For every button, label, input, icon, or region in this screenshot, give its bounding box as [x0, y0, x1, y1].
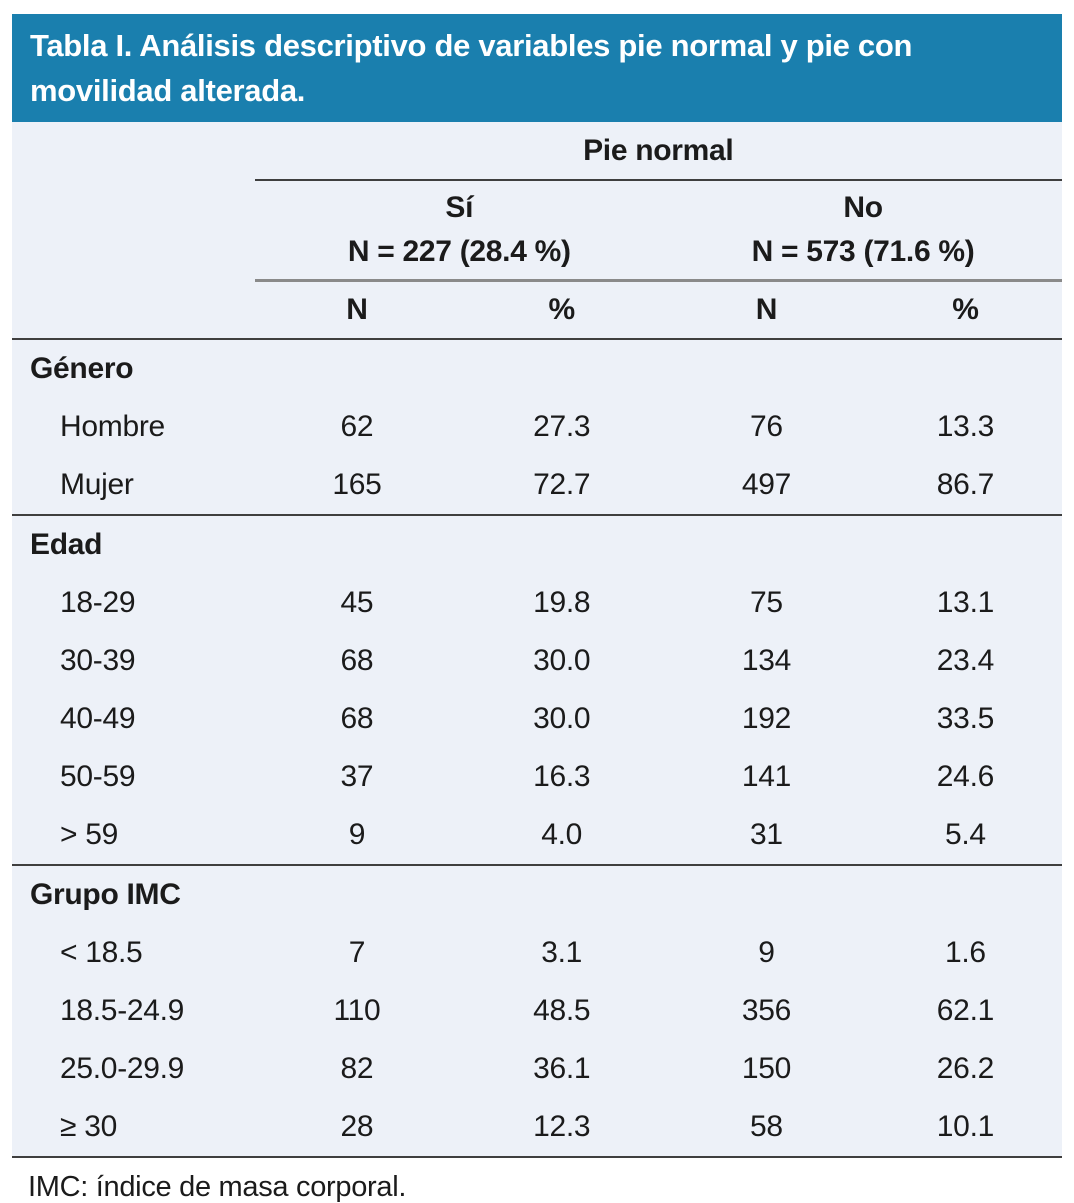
table-caption: Tabla I. Análisis descriptivo de variabl… [12, 14, 1062, 122]
cell-value: 30.0 [533, 644, 591, 677]
table-row: ≥ 30 28 12.3 58 10.1 [12, 1098, 1062, 1158]
spacer-cell [12, 180, 255, 281]
cell-value: 23.4 [936, 644, 995, 677]
cell-value: 62 [340, 410, 374, 443]
col-header-n-no: N [664, 280, 869, 340]
table-row: 18.5-24.9 110 48.5 356 62.1 [12, 982, 1062, 1040]
cell-value: 58 [664, 1098, 869, 1158]
cell-value: 9 [348, 818, 366, 851]
table-footnote: IMC: índice de masa corporal. [28, 1171, 407, 1203]
cell-value: 13.1 [936, 586, 995, 619]
cell-value: 72.7 [533, 468, 591, 501]
cell-value: 68 [340, 702, 374, 735]
group-title-row: Pie normal [12, 122, 1062, 181]
section-header-grupo-imc: Grupo IMC [12, 864, 1062, 924]
cell-value: 27.3 [533, 410, 591, 443]
subgroup-si: Sí N = 227 (28.4 %) [254, 180, 665, 282]
cell-value: 13.3 [936, 410, 995, 443]
cell-value: 36.1 [533, 1052, 591, 1085]
table-row: Mujer 165 72.7 497 86.7 [12, 456, 1062, 515]
cell-value: 5.4 [944, 818, 986, 851]
spacer-cell [12, 280, 255, 340]
spacer-cell [12, 122, 255, 180]
subgroup-row: Sí N = 227 (28.4 %) No N = 573 (71.6 %) [12, 180, 1062, 282]
cell-value: 82 [340, 1052, 374, 1085]
col-header-pct-no: % [868, 280, 1062, 340]
cell-value: 10.1 [868, 1098, 1062, 1158]
cell-value: 37 [340, 760, 374, 793]
subgroup-si-n: N = 227 (28.4 %) [347, 235, 571, 268]
table-row: Hombre 62 27.3 76 13.3 [12, 398, 1062, 456]
cell-value: 31 [750, 818, 783, 851]
row-label: < 18.5 [60, 936, 143, 969]
table-figure: Tabla I. Análisis descriptivo de variabl… [12, 14, 1062, 1203]
section-title: Género [12, 338, 1062, 398]
cell-value: 4.0 [541, 818, 583, 851]
colhead-row: N % N % [12, 280, 1062, 340]
row-label: 18-29 [60, 586, 136, 619]
section-header-edad: Edad [12, 514, 1062, 574]
cell-value: 19.8 [533, 586, 591, 619]
cell-value: 9 [758, 936, 775, 969]
cell-value: 76 [750, 410, 783, 443]
subgroup-si-label: Sí [445, 191, 474, 224]
cell-value: 150 [741, 1052, 791, 1085]
col-header-n-si: N [254, 280, 460, 340]
cell-value: 62.1 [936, 994, 995, 1027]
cell-value: 3.1 [541, 936, 583, 969]
column-group-header: Pie normal [254, 122, 1062, 181]
cell-value: 165 [332, 468, 382, 501]
cell-value: 48.5 [533, 994, 591, 1027]
cell-value: 28 [254, 1098, 460, 1158]
cell-value: 110 [333, 994, 381, 1027]
row-label: 25.0-29.9 [60, 1052, 185, 1085]
row-label: 50-59 [60, 760, 136, 793]
cell-value: 497 [741, 468, 791, 501]
table-row: 50-59 37 16.3 141 24.6 [12, 748, 1062, 806]
row-label: 30-39 [60, 644, 136, 677]
cell-value: 134 [741, 644, 791, 677]
row-label: > 59 [60, 818, 119, 851]
cell-value: 12.3 [459, 1098, 665, 1158]
cell-value: 141 [741, 760, 791, 793]
table-row: > 59 9 4.0 31 5.4 [12, 806, 1062, 865]
row-label: Hombre [60, 410, 165, 443]
cell-value: 24.6 [936, 760, 995, 793]
cell-value: 30.0 [533, 702, 591, 735]
row-label: ≥ 30 [12, 1098, 255, 1158]
table-row: 40-49 68 30.0 192 33.5 [12, 690, 1062, 748]
section-title: Edad [12, 514, 1062, 574]
cell-value: 192 [741, 702, 791, 735]
section-title: Grupo IMC [12, 864, 1062, 924]
table-row: < 18.5 7 3.1 9 1.6 [12, 924, 1062, 982]
cell-value: 26.2 [936, 1052, 995, 1085]
section-header-genero: Género [12, 338, 1062, 398]
col-header-pct-si: % [459, 280, 665, 340]
table-row: 18-29 45 19.8 75 13.1 [12, 574, 1062, 632]
table-row: 25.0-29.9 82 36.1 150 26.2 [12, 1040, 1062, 1098]
cell-value: 7 [348, 936, 366, 969]
cell-value: 1.6 [944, 936, 986, 969]
cell-value: 16.3 [533, 760, 591, 793]
cell-value: 356 [741, 994, 791, 1027]
cell-value: 75 [750, 586, 783, 619]
row-label: Mujer [60, 468, 134, 501]
table-row: 30-39 68 30.0 134 23.4 [12, 632, 1062, 690]
table-area: Pie normal Sí N = 227 (28.4 %) No N = 57… [12, 122, 1062, 1158]
row-label: 40-49 [60, 702, 136, 735]
subgroup-no: No N = 573 (71.6 %) [664, 180, 1062, 282]
cell-value: 68 [340, 644, 374, 677]
subgroup-no-label: No [843, 191, 883, 224]
cell-value: 45 [340, 586, 374, 619]
cell-value: 86.7 [936, 468, 995, 501]
subgroup-no-n: N = 573 (71.6 %) [751, 235, 975, 268]
cell-value: 33.5 [936, 702, 995, 735]
descriptive-table: Pie normal Sí N = 227 (28.4 %) No N = 57… [12, 122, 1062, 1158]
row-label: 18.5-24.9 [60, 994, 185, 1027]
